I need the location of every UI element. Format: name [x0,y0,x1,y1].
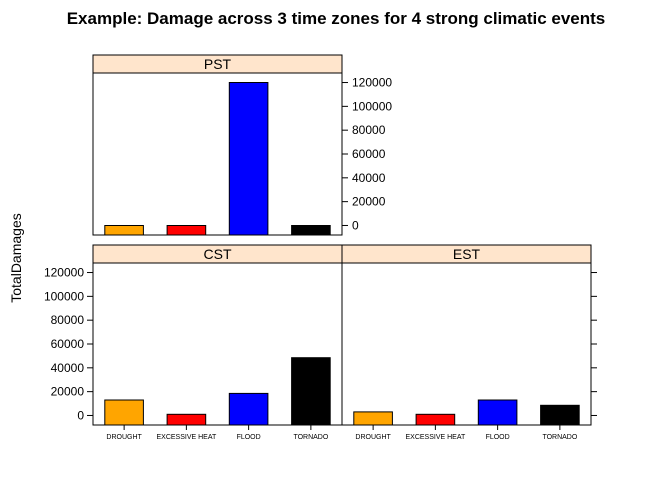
y-tick-label-cst: 80000 [51,313,85,327]
bar-pst-excessive-heat [166,225,207,236]
panel-pst: PST 0 20000 40000 60000 80000 100000 120000 [92,54,392,236]
y-tick-label-cst: 20000 [51,385,85,399]
y-tick-label-cst: 100000 [44,289,84,303]
y-tick-label-pst: 120000 [352,76,392,90]
x-tick-label-cst: DROUGHT [106,434,142,441]
x-tick-label-est: TORNADO [542,434,577,441]
bar-cst-flood [228,392,269,426]
bar-cst-tornado [291,357,331,426]
panel-strip-label-cst: CST [204,246,232,262]
bar-pst-drought [104,225,144,236]
bar-cst-excessive-heat [166,413,207,426]
y-tick-label-pst: 100000 [352,99,392,113]
y-tick-label-pst: 20000 [352,195,386,209]
panel-strip-label-pst: PST [204,56,232,72]
bar-est-drought [353,411,393,426]
y-axis-label: TotalDamages [8,213,24,303]
panel-strip-label-est: EST [453,246,481,262]
y-tick-label-cst: 120000 [44,266,84,280]
y-tick-label-cst: 0 [77,408,84,422]
y-tick-label-cst: 40000 [51,361,85,375]
y-tick-label-pst: 0 [352,218,359,232]
y-tick-label-pst: 80000 [352,123,386,137]
bar-cst-drought [104,399,144,426]
x-tick-label-cst: FLOOD [237,434,261,441]
x-tick-label-cst: EXCESSIVE HEAT [156,434,217,441]
bar-est-flood [477,399,518,426]
plot-layer: PST 0 20000 40000 60000 80000 100000 120000 CST 0… [44,54,597,441]
bar-est-excessive-heat [415,413,456,426]
bar-pst-tornado [291,225,331,236]
y-tick-label-pst: 60000 [352,147,386,161]
x-tick-label-cst: TORNADO [293,434,328,441]
x-tick-label-est: DROUGHT [355,434,391,441]
y-tick-label-cst: 60000 [51,337,85,351]
x-tick-label-est: EXCESSIVE HEAT [405,434,466,441]
bar-est-tornado [540,404,580,426]
panel-est: EST DROUGHT EXCESSIVE HEAT FLOOD TORNADO [341,244,597,441]
y-tick-label-pst: 40000 [352,171,386,185]
bar-pst-flood [228,82,269,236]
chart-title: Example: Damage across 3 time zones for … [67,9,606,28]
x-tick-label-est: FLOOD [486,434,510,441]
